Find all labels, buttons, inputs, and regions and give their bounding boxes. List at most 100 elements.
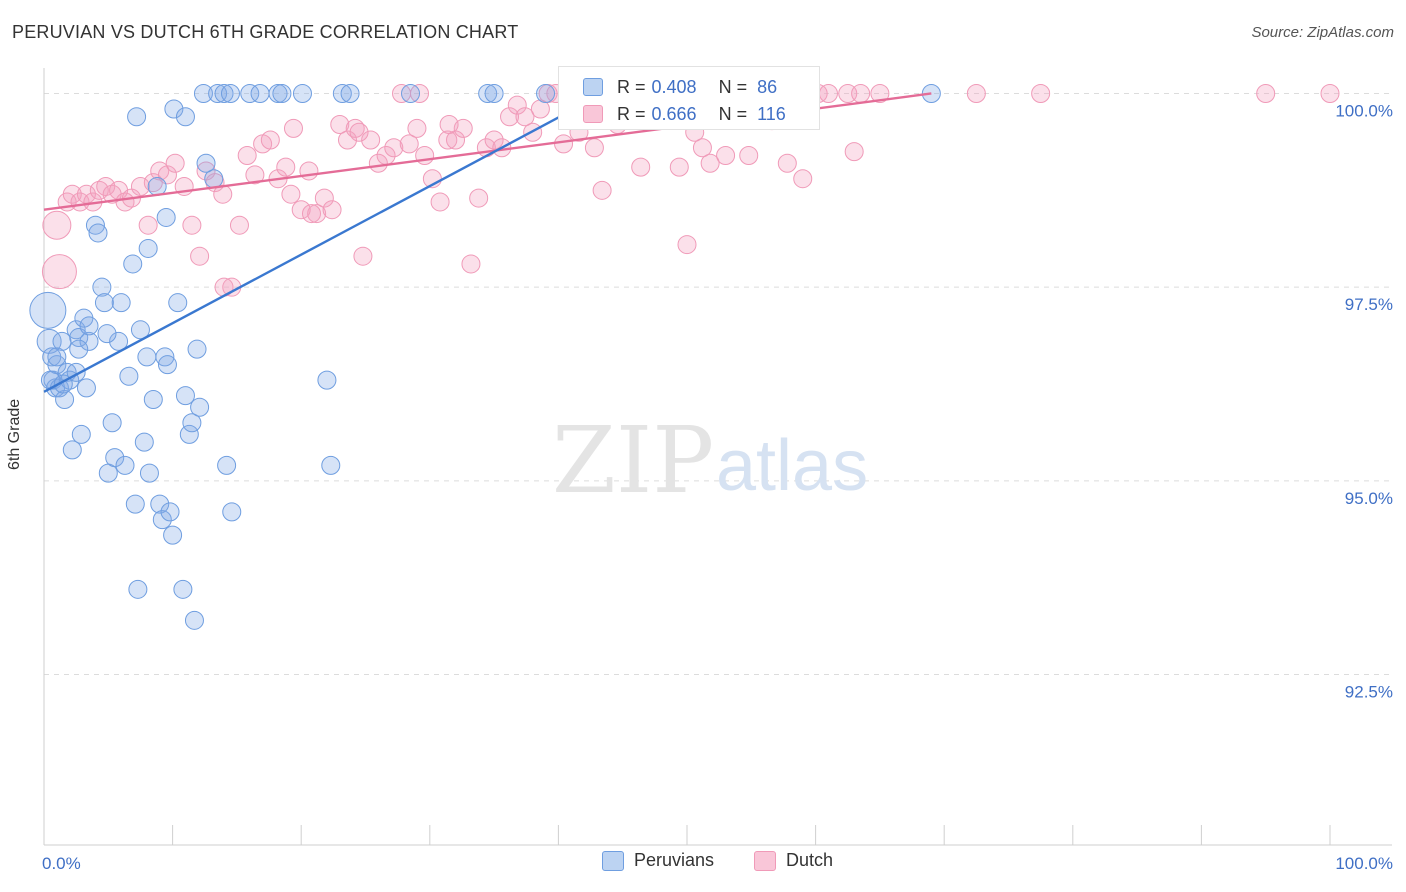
dutch-point <box>245 165 265 185</box>
peruvians-swatch <box>583 78 603 96</box>
dutch-point <box>793 169 813 189</box>
peruvian-point <box>62 440 82 460</box>
dutch-point <box>716 145 736 165</box>
peruvian-point <box>160 502 180 522</box>
dutch-point <box>165 153 185 173</box>
dutch-point <box>777 153 797 173</box>
n-label: N = <box>718 76 748 97</box>
peruvian-point <box>139 463 159 483</box>
dutch-point <box>399 134 419 154</box>
legend-item-dutch[interactable]: Dutch <box>754 850 833 871</box>
peruvian-point <box>250 83 270 103</box>
legend-item-peruvians[interactable]: Peruvians <box>602 850 714 871</box>
peruvian-point <box>76 378 96 398</box>
axes <box>43 68 1392 846</box>
dutch-point <box>42 210 72 240</box>
peruvian-point <box>163 525 183 545</box>
peruvian-point <box>119 366 139 386</box>
dutch-point <box>384 138 404 158</box>
peruvian-point <box>71 424 91 444</box>
peruvian-point <box>164 99 184 119</box>
peruvian-point <box>196 153 216 173</box>
n-value: 86 <box>757 76 778 97</box>
r-label: R = <box>617 76 646 97</box>
dutch-point <box>407 118 427 138</box>
dutch-point <box>669 157 689 177</box>
x-tick-label-min: 0.0% <box>42 854 81 873</box>
peruvian-point <box>138 238 158 258</box>
y-tick-label: 97.5% <box>1345 295 1393 314</box>
dutch-point <box>322 200 342 220</box>
peruvian-point <box>79 316 99 336</box>
peruvian-point <box>127 107 147 127</box>
peruvian-point <box>193 83 213 103</box>
peruvian-point <box>143 390 163 410</box>
watermark: ZIP atlas <box>552 407 868 514</box>
peruvian-point <box>102 413 122 433</box>
dutch-point <box>430 192 450 212</box>
dutch-point <box>554 134 574 154</box>
peruvian-point <box>292 83 312 103</box>
peruvian-point <box>156 207 176 227</box>
dutch-point <box>299 161 319 181</box>
dutch-point <box>229 215 249 235</box>
n-label: N = <box>718 103 748 124</box>
peruvian-point <box>69 339 89 359</box>
r-value: 0.408 <box>651 76 697 97</box>
legend-label-dutch: Dutch <box>786 850 834 870</box>
peruvian-point <box>94 293 114 313</box>
peruvian-point <box>115 455 135 475</box>
peruvian-point <box>220 83 240 103</box>
peruvian-point <box>168 293 188 313</box>
legend-swatch-peruvians <box>602 850 624 871</box>
y-tick-label: 92.5% <box>1345 683 1393 702</box>
legend-swatch-dutch <box>754 850 776 871</box>
dutch-point <box>469 188 489 208</box>
y-tick-label: 95.0% <box>1345 489 1393 508</box>
dutch-point <box>507 95 527 115</box>
peruvian-point <box>97 324 117 344</box>
peruvian-point <box>79 331 99 351</box>
peruvian-point <box>217 455 237 475</box>
dutch-point <box>1031 83 1051 103</box>
dutch-point <box>314 188 334 208</box>
correlation-stats-box: R = 0.408 N = 86 R = 0.666 N = 116 <box>558 66 820 130</box>
peruvian-point <box>222 502 242 522</box>
peruvian-point <box>340 83 360 103</box>
peruvian-point <box>332 83 352 103</box>
dutch-point <box>584 138 604 158</box>
n-value: 116 <box>757 103 786 124</box>
dutch-point <box>530 99 550 119</box>
peruvian-point <box>184 610 204 630</box>
peruvian-point <box>190 397 210 417</box>
dutch-point <box>337 130 357 150</box>
peruvian-point <box>125 494 145 514</box>
peruvian-point <box>152 510 172 530</box>
peruvian-point <box>272 83 292 103</box>
dutch-point <box>130 176 150 196</box>
dutch-point <box>237 145 257 165</box>
peruvian-point <box>484 83 504 103</box>
peruvian-point <box>147 176 167 196</box>
peruvian-point <box>128 579 148 599</box>
dutch-point <box>739 145 759 165</box>
chart-legend: Peruvians Dutch <box>0 850 1406 878</box>
peruvian-point <box>187 339 207 359</box>
dutch-point <box>353 246 373 266</box>
peruvian-point <box>478 83 498 103</box>
peruvian-point <box>321 455 341 475</box>
peruvian-point <box>92 277 112 297</box>
peruvian-point <box>111 293 131 313</box>
peruvian-point <box>137 347 157 367</box>
dutch-point <box>281 184 301 204</box>
peruvian-point <box>240 83 260 103</box>
chart-title: PERUVIAN VS DUTCH 6TH GRADE CORRELATION … <box>12 22 519 42</box>
peruvian-point <box>173 579 193 599</box>
peruvian-point <box>175 386 195 406</box>
dutch-point <box>484 130 504 150</box>
peruvian-point <box>109 331 129 351</box>
peruvian-point <box>317 370 337 390</box>
peruvian-point <box>175 107 195 127</box>
x-tick-label-max: 100.0% <box>1335 854 1393 873</box>
